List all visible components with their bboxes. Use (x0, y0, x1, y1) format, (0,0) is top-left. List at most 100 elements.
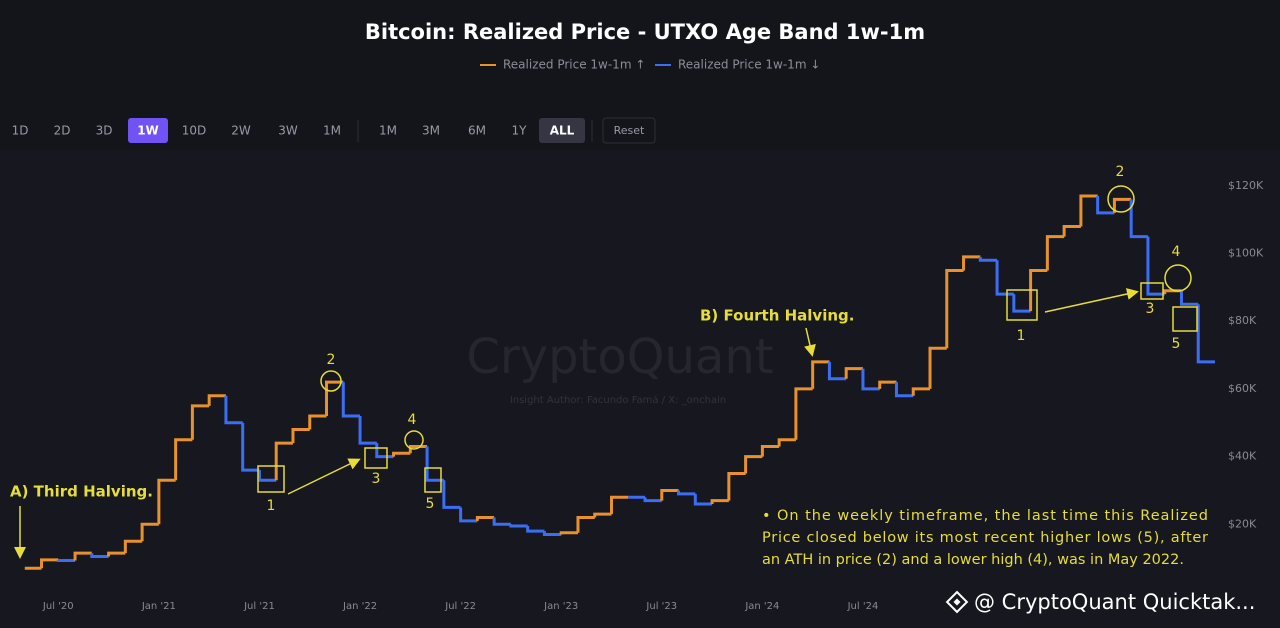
price-step (995, 260, 1014, 296)
footer-icon (945, 590, 969, 614)
interval-button[interactable]: 2W (231, 124, 251, 138)
range-button[interactable]: 1Y (512, 124, 528, 138)
legend-label: Realized Price 1w-1m ↓ (678, 58, 820, 72)
x-tick-label: Jul '21 (243, 601, 275, 612)
annotation: 4 (1172, 244, 1181, 260)
highlight-circle (1107, 185, 1135, 213)
price-step (325, 380, 344, 416)
price-step (1096, 196, 1115, 215)
price-step (928, 346, 947, 389)
interval-button[interactable]: 1M (323, 124, 341, 138)
highlight-circle (1164, 264, 1192, 292)
range-button[interactable]: ALL (539, 118, 585, 143)
price-step (1146, 236, 1165, 296)
annotation: 5 (1172, 336, 1181, 352)
annotation: 5 (426, 496, 435, 512)
button-label: 3D (96, 124, 113, 138)
price-step (492, 517, 511, 526)
price-step (1045, 235, 1065, 271)
highlight-box (364, 447, 388, 469)
annotation: A) Third Halving. (10, 483, 153, 501)
button-label: ALL (550, 124, 575, 138)
y-tick-label: $40K (1228, 450, 1257, 463)
price-step (593, 512, 612, 518)
x-tick-label: Jul '23 (645, 601, 677, 612)
interval-button[interactable]: 3W (278, 124, 298, 138)
price-step (710, 499, 729, 504)
button-label: 10D (182, 124, 207, 138)
annotation: 1 (1017, 328, 1026, 344)
price-step (693, 493, 713, 506)
price-step (425, 446, 444, 482)
range-button[interactable]: 6M (468, 124, 486, 138)
button-bg (539, 118, 585, 143)
range-button[interactable]: 1M (379, 124, 397, 138)
legend-label: Realized Price 1w-1m ↑ (503, 58, 645, 72)
price-step (777, 438, 796, 447)
price-step (140, 522, 159, 542)
price-step (945, 268, 964, 349)
interval-button[interactable]: 3D (96, 124, 113, 138)
annotation: 4 (408, 412, 417, 428)
highlight-box (1172, 306, 1198, 332)
chart-title: Bitcoin: Realized Price - UTXO Age Band … (365, 20, 925, 44)
interval-button[interactable]: 1D (12, 124, 29, 138)
interval-button[interactable]: 2D (54, 124, 71, 138)
annotation: 3 (372, 471, 381, 487)
price-step (861, 368, 880, 391)
interval-button[interactable]: 10D (182, 124, 207, 138)
y-tick-label: $120K (1228, 179, 1264, 192)
price-step (660, 488, 679, 501)
button-label: 1D (12, 124, 29, 138)
price-step (274, 441, 293, 481)
button-bg (602, 117, 656, 144)
button-bg (128, 118, 168, 143)
price-step (90, 553, 109, 558)
note-line: Price closed below its most recent highe… (762, 530, 1208, 546)
arrow (804, 327, 816, 357)
x-tick-label: Jul '22 (444, 601, 476, 612)
price-step (1012, 294, 1031, 313)
price-step (643, 497, 662, 503)
button-label: 1W (137, 124, 159, 138)
highlight-box (424, 467, 442, 493)
arrow (287, 458, 361, 495)
plot-panel (0, 150, 1280, 628)
price-step (1112, 197, 1132, 213)
price-step (475, 516, 495, 521)
price-step (190, 404, 210, 440)
icon-shape (945, 590, 969, 614)
note-line: • On the weekly timeframe, the last time… (762, 508, 1208, 524)
price-step (542, 531, 562, 536)
price-step (727, 472, 746, 501)
price-step (844, 367, 863, 379)
range-button[interactable]: 3M (422, 124, 440, 138)
reset-button[interactable]: Reset (602, 117, 656, 144)
price-step (962, 255, 981, 271)
price-step (1179, 290, 1199, 306)
price-step (677, 490, 696, 496)
price-step (358, 416, 377, 445)
x-tick-label: Jul '20 (42, 601, 74, 612)
highlight-circle (404, 430, 424, 450)
price-step (794, 387, 813, 440)
button-label: 1M (323, 124, 341, 138)
highlight-box (1006, 289, 1038, 321)
price-step (392, 451, 411, 457)
price-step (107, 551, 126, 557)
price-step (911, 387, 931, 396)
price-step (894, 382, 914, 398)
price-step (1196, 304, 1215, 364)
price-step (241, 422, 260, 472)
footer: @ CryptoQuant Quicktak... (974, 590, 1255, 614)
button-label: 6M (468, 124, 486, 138)
interval-button[interactable]: 1W (128, 118, 168, 143)
price-step (878, 380, 897, 389)
highlight-circle (320, 370, 342, 392)
x-tick-label: Jan '22 (342, 601, 377, 612)
highlight-box (1140, 282, 1164, 300)
price-step (509, 524, 528, 528)
price-step (73, 551, 92, 561)
price-step (157, 478, 176, 525)
